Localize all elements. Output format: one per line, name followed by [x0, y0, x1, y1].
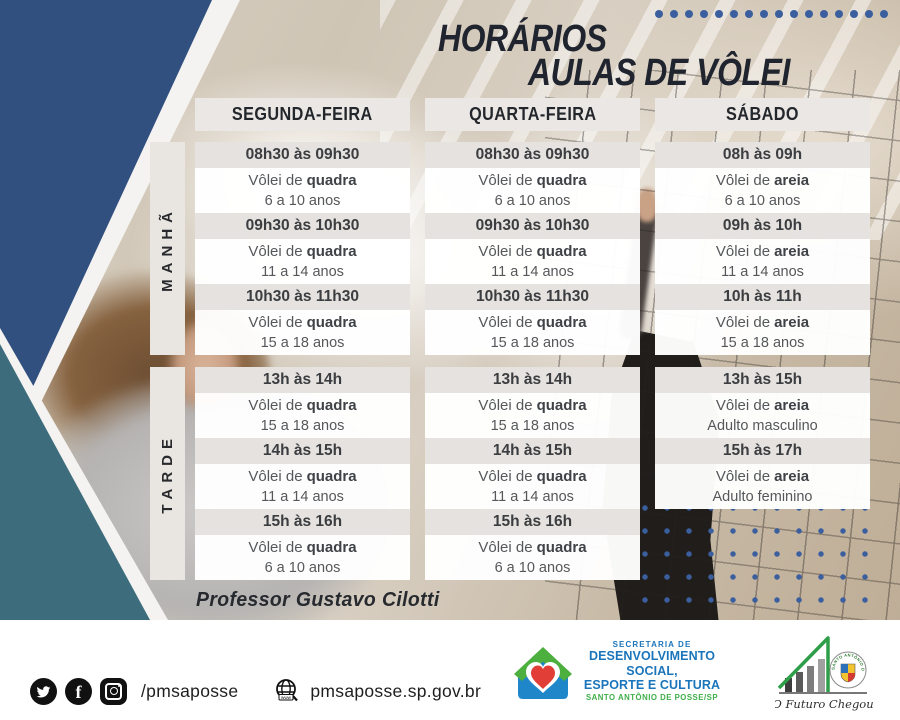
day-header-label: SÁBADO: [726, 104, 799, 124]
session-time: 09h às 10h: [655, 213, 870, 239]
session-desc: Vôlei de areia 6 a 10 anos: [715, 171, 810, 209]
session: 08h30 às 09h30 Vôlei de quadra 6 a 10 ano…: [425, 142, 640, 213]
session: 10h30 às 11h30 Vôlei de quadra 15 a 18 an…: [195, 284, 410, 355]
house-heart-icon: [514, 646, 572, 699]
session-time: 13h às 14h: [195, 367, 410, 393]
globe-www-icon: www: [272, 676, 302, 706]
footer-bar: f /pmsaposse www pmsaposse.sp.gov.br: [0, 620, 900, 720]
session-time: 08h30 às 09h30: [195, 142, 410, 168]
title-dots: [655, 10, 888, 18]
session-time: 08h30 às 09h30: [425, 142, 640, 168]
bar-chart-bar: [785, 678, 792, 692]
session: 08h às 09h Vôlei de areia 6 a 10 anos: [655, 142, 870, 213]
session-desc: Vôlei de quadra 11 a 14 anos: [478, 242, 587, 280]
session: 14h às 15h Vôlei de quadra 11 a 14 anos: [425, 438, 640, 509]
period-label-text: TARDE: [159, 433, 176, 514]
player-hand: [636, 188, 658, 222]
session-time: 13h às 14h: [425, 367, 640, 393]
session-time: 13h às 15h: [655, 367, 870, 393]
period-label-morning: MANHÃ: [150, 142, 185, 355]
session-time: 09h30 às 10h30: [195, 213, 410, 239]
sabado-afternoon-block: 13h às 15h Vôlei de areia Adulto masculin…: [655, 367, 870, 509]
session-time: 10h às 11h: [655, 284, 870, 310]
session-desc: Vôlei de quadra 15 a 18 anos: [248, 396, 357, 434]
session: 15h às 16h Vôlei de quadra 6 a 10 anos: [425, 509, 640, 580]
session-desc: Vôlei de quadra 6 a 10 anos: [478, 538, 587, 576]
secretariat-text: SECRETARIA DE DESENVOLVIMENTO SOCIAL, ES…: [583, 640, 721, 703]
session: 13h às 14h Vôlei de quadra 15 a 18 anos: [195, 367, 410, 438]
session-desc: Vôlei de areia 15 a 18 anos: [715, 313, 810, 351]
session-desc: Vôlei de quadra 11 a 14 anos: [478, 467, 587, 505]
secretariat-logo: SECRETARIA DE DESENVOLVIMENTO SOCIAL, ES…: [512, 640, 721, 703]
session: 10h às 11h Vôlei de areia 15 a 18 anos: [655, 284, 870, 355]
session-time: 10h30 às 11h30: [425, 284, 640, 310]
session: 09h30 às 10h30 Vôlei de quadra 11 a 14 an…: [425, 213, 640, 284]
session: 10h30 às 11h30 Vôlei de quadra 15 a 18 an…: [425, 284, 640, 355]
session-desc: Vôlei de quadra 15 a 18 anos: [478, 313, 587, 351]
secretariat-line2: DESENVOLVIMENTO SOCIAL,: [588, 649, 716, 678]
instagram-icon: [100, 677, 127, 705]
session-time: 10h30 às 11h30: [195, 284, 410, 310]
session-time: 15h às 16h: [195, 509, 410, 535]
session-desc: Vôlei de quadra 15 a 18 anos: [248, 313, 357, 351]
session-time: 14h às 15h: [195, 438, 410, 464]
session-desc: Vôlei de quadra 6 a 10 anos: [248, 171, 357, 209]
segunda-morning-block: 08h30 às 09h30 Vôlei de quadra 6 a 10 ano…: [195, 142, 410, 355]
twitter-icon: [30, 677, 57, 705]
session: 15h às 16h Vôlei de quadra 6 a 10 anos: [195, 509, 410, 580]
city-hall-logo: SANTO ANTÔNIO DE POSSE-SP O Futuro Chego…: [772, 626, 890, 720]
session: 09h30 às 10h30 Vôlei de quadra 11 a 14 an…: [195, 213, 410, 284]
quarta-afternoon-block: 13h às 14h Vôlei de quadra 15 a 18 anos 1…: [425, 367, 640, 580]
session-desc: Vôlei de quadra 6 a 10 anos: [478, 171, 587, 209]
poster-title-line2: AULAS DE VÔLEI: [528, 52, 790, 94]
day-header-quarta: QUARTA-FEIRA: [425, 98, 640, 131]
secretariat-line4: SANTO ANTÔNIO DE POSSE/SP: [585, 693, 719, 703]
session-desc: Vôlei de areia 11 a 14 anos: [715, 242, 810, 280]
session-desc: Vôlei de quadra 11 a 14 anos: [248, 467, 357, 505]
growth-line: [777, 636, 830, 692]
secretariat-line3: ESPORTE E CULTURA: [583, 677, 721, 692]
period-label-text: MANHÃ: [159, 205, 176, 292]
social-row: f /pmsaposse www pmsaposse.sp.gov.br: [30, 676, 481, 706]
session-desc: Vôlei de quadra 15 a 18 anos: [478, 396, 587, 434]
session-time: 09h30 às 10h30: [425, 213, 640, 239]
session: 13h às 15h Vôlei de areia Adulto masculin…: [655, 367, 870, 438]
segunda-afternoon-block: 13h às 14h Vôlei de quadra 15 a 18 anos 1…: [195, 367, 410, 580]
day-header-segunda: SEGUNDA-FEIRA: [195, 98, 410, 131]
session-time: 15h às 17h: [655, 438, 870, 464]
day-header-label: SEGUNDA-FEIRA: [232, 104, 373, 124]
day-header-sabado: SÁBADO: [655, 98, 870, 131]
professor-name: Professor Gustavo Cilotti: [196, 589, 440, 611]
facebook-icon: f: [65, 677, 92, 705]
session-time: 08h às 09h: [655, 142, 870, 168]
session: 09h às 10h Vôlei de areia 11 a 14 anos: [655, 213, 870, 284]
poster-title-line1: HORÁRIOS: [438, 18, 607, 60]
session-time: 15h às 16h: [425, 509, 640, 535]
city-motto: O Futuro Chegou: [775, 697, 874, 711]
session-desc: Vôlei de quadra 11 a 14 anos: [248, 242, 357, 280]
session-desc: Vôlei de areia Adulto feminino: [712, 467, 813, 505]
quarta-morning-block: 08h30 às 09h30 Vôlei de quadra 6 a 10 ano…: [425, 142, 640, 355]
session: 08h30 às 09h30 Vôlei de quadra 6 a 10 ano…: [195, 142, 410, 213]
session-time: 14h às 15h: [425, 438, 640, 464]
period-label-afternoon: TARDE: [150, 367, 185, 580]
session-desc: Vôlei de areia Adulto masculino: [707, 396, 818, 434]
session: 13h às 14h Vôlei de quadra 15 a 18 anos: [425, 367, 640, 438]
session-desc: Vôlei de quadra 6 a 10 anos: [248, 538, 357, 576]
session: 15h às 17h Vôlei de areia Adulto feminino: [655, 438, 870, 509]
secretariat-line1: SECRETARIA DE: [612, 640, 692, 649]
day-header-label: QUARTA-FEIRA: [468, 104, 597, 124]
sabado-morning-block: 08h às 09h Vôlei de areia 6 a 10 anos 09h…: [655, 142, 870, 355]
www-label: www: [281, 695, 292, 700]
blue-dot-grid-pattern: [640, 503, 882, 620]
facebook-f-glyph: f: [75, 682, 82, 702]
session: 14h às 15h Vôlei de quadra 11 a 14 anos: [195, 438, 410, 509]
website-url: pmsaposse.sp.gov.br: [310, 680, 482, 701]
coat-of-arms: [840, 663, 856, 683]
social-handle: /pmsaposse: [141, 680, 239, 701]
